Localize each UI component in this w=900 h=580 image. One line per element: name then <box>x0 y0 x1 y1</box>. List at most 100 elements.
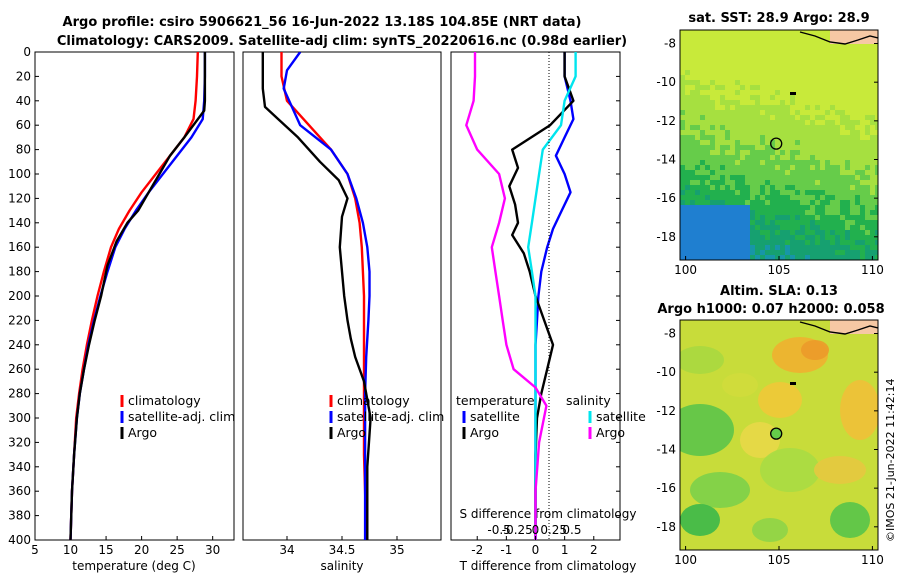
sst-cell <box>855 90 861 96</box>
sst-cell <box>795 65 801 71</box>
sst-cell <box>710 180 716 186</box>
sst-cell <box>755 45 761 51</box>
sst-cell <box>720 130 726 136</box>
sst-cell <box>785 100 791 106</box>
sst-land <box>830 30 878 44</box>
sst-cell <box>710 130 716 136</box>
sst-cell <box>850 60 856 66</box>
sst-cell <box>745 50 751 56</box>
sst-cell <box>865 165 871 171</box>
sst-cell <box>695 135 701 141</box>
sst-cell <box>845 90 851 96</box>
sst-cell <box>870 85 876 91</box>
sst-cell <box>695 210 701 216</box>
sst-cell <box>825 225 831 231</box>
sst-cell <box>680 140 686 146</box>
sst-cell <box>695 50 701 56</box>
sst-cell <box>875 70 878 76</box>
sst-cell <box>865 180 871 186</box>
sst-cell <box>715 195 721 201</box>
sst-cell <box>815 140 821 146</box>
sst-cell <box>785 50 791 56</box>
sst-cell <box>815 45 821 51</box>
sst-cell <box>730 155 736 161</box>
sst-cell <box>710 185 716 191</box>
sst-cell <box>800 145 806 151</box>
sst-cell <box>805 175 811 181</box>
sst-cell <box>720 180 726 186</box>
sst-cell <box>720 215 726 221</box>
sst-cell <box>800 195 806 201</box>
sst-cell <box>825 105 831 111</box>
sst-cell <box>850 230 856 236</box>
sst-cell <box>770 130 776 136</box>
depth-tick-label: 80 <box>16 143 31 157</box>
sst-cell <box>795 125 801 131</box>
salinity-xlabel: salinity <box>320 559 363 573</box>
sst-cell <box>815 145 821 151</box>
sst-cell <box>700 145 706 151</box>
sst-cell <box>795 250 801 256</box>
sst-cell <box>690 130 696 136</box>
sst-cell <box>825 170 831 176</box>
sst-cell <box>870 205 876 211</box>
sst-cell <box>830 70 836 76</box>
sst-cell <box>705 220 711 226</box>
sst-cell <box>795 70 801 76</box>
sst-cell <box>710 50 716 56</box>
sst-cell <box>745 185 751 191</box>
sst-cell <box>705 150 711 156</box>
sst-cell <box>785 35 791 41</box>
sst-cell <box>800 70 806 76</box>
sst-cell <box>815 120 821 126</box>
sst-cell <box>765 50 771 56</box>
sst-cell <box>695 145 701 151</box>
sst-cell <box>775 125 781 131</box>
sst-cell <box>695 185 701 191</box>
sst-cell <box>865 195 871 201</box>
sst-cell <box>705 115 711 121</box>
sst-cell <box>840 110 846 116</box>
sst-cell <box>770 220 776 226</box>
sst-cell <box>870 165 876 171</box>
t-diff-tick-label: -2 <box>471 543 483 557</box>
sst-cell <box>830 190 836 196</box>
sst-cell <box>845 65 851 71</box>
sst-cell <box>775 85 781 91</box>
sst-cell <box>680 95 686 101</box>
sst-cell <box>800 245 806 251</box>
sst-cell <box>805 30 811 36</box>
sst-cell <box>690 110 696 116</box>
sst-cell <box>865 60 871 66</box>
sst-cell <box>715 235 721 241</box>
sst-cell <box>740 160 746 166</box>
sst-cell <box>865 215 871 221</box>
sst-cell <box>845 210 851 216</box>
sst-cell <box>750 40 756 46</box>
sst-cell <box>855 85 861 91</box>
sst-cell <box>795 30 801 36</box>
sst-cell <box>750 65 756 71</box>
sst-cell <box>720 160 726 166</box>
sst-cell <box>735 160 741 166</box>
sst-cell <box>705 130 711 136</box>
sst-cell <box>800 45 806 51</box>
t-diff-tick-label: 1 <box>561 543 569 557</box>
sst-cell <box>765 235 771 241</box>
sst-cell <box>855 75 861 81</box>
sst-cell <box>735 90 741 96</box>
sst-cell <box>845 160 851 166</box>
sst-cell <box>780 230 786 236</box>
sst-cell <box>695 45 701 51</box>
sst-cell <box>735 215 741 221</box>
sst-cell <box>820 180 826 186</box>
sst-cell <box>705 120 711 126</box>
sst-cell <box>750 225 756 231</box>
sst-cell <box>840 220 846 226</box>
sst-cell <box>735 55 741 61</box>
sst-cell <box>820 115 826 121</box>
sst-cell <box>735 100 741 106</box>
sla-map-axes: 100 105 110-8-10-12-14-16-18 <box>656 327 883 567</box>
sst-cell <box>710 240 716 246</box>
sst-cell <box>765 245 771 251</box>
